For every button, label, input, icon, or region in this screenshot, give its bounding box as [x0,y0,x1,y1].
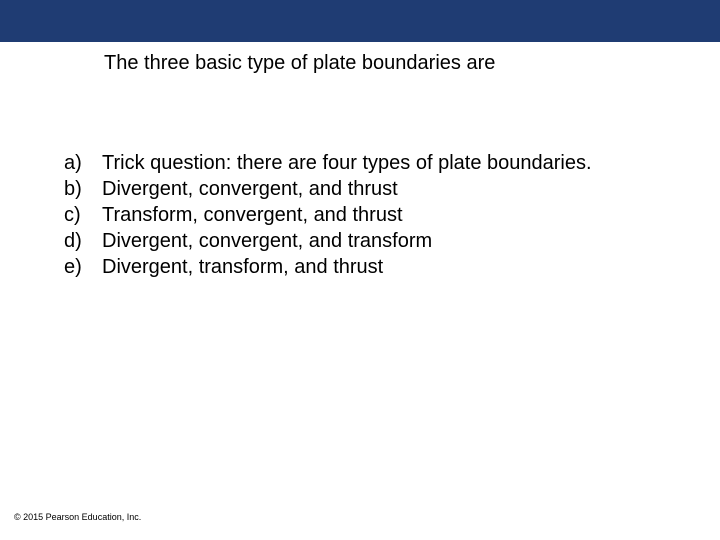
option-d: d) Divergent, convergent, and transform [64,228,592,254]
copyright-text: © 2015 Pearson Education, Inc. [14,512,141,522]
question-text: The three basic type of plate boundaries… [104,52,495,75]
option-e: e) Divergent, transform, and thrust [64,254,592,280]
option-label: c) [64,202,102,228]
header-bar [0,0,720,42]
option-b: b) Divergent, convergent, and thrust [64,176,592,202]
option-text: Trick question: there are four types of … [102,150,592,176]
option-label: d) [64,228,102,254]
option-label: e) [64,254,102,280]
option-c: c) Transform, convergent, and thrust [64,202,592,228]
slide: The three basic type of plate boundaries… [0,0,720,540]
option-text: Divergent, convergent, and thrust [102,176,398,202]
option-a: a) Trick question: there are four types … [64,150,592,176]
option-text: Divergent, transform, and thrust [102,254,383,280]
options-list: a) Trick question: there are four types … [64,150,592,280]
option-text: Divergent, convergent, and transform [102,228,432,254]
option-label: a) [64,150,102,176]
option-label: b) [64,176,102,202]
option-text: Transform, convergent, and thrust [102,202,403,228]
